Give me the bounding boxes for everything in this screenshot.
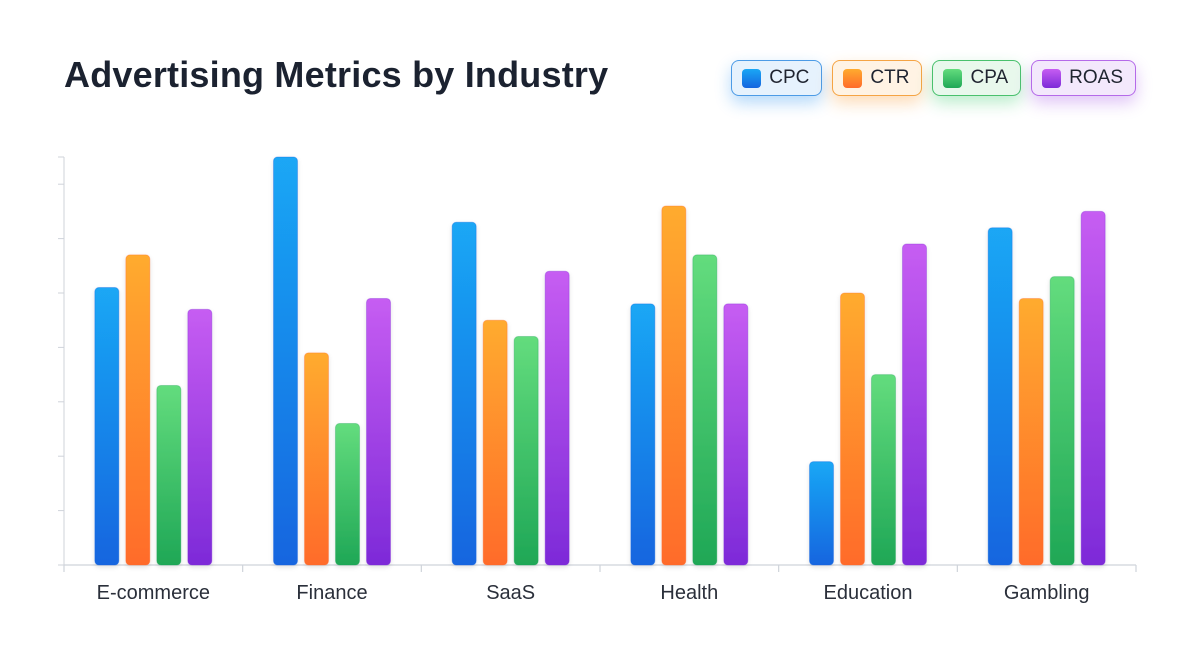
bar-cpa-health[interactable]	[692, 254, 718, 566]
bar-cpc-e-commerce[interactable]	[94, 287, 120, 566]
legend-item-roas[interactable]: ROAS	[1031, 60, 1136, 96]
x-axis-labels: E-commerce Finance SaaS Health Education Gamb…	[97, 582, 1090, 604]
bar-ctr-finance[interactable]	[304, 352, 329, 566]
bar-roas-finance[interactable]	[366, 297, 391, 566]
x-tick-label: E-commerce	[97, 582, 210, 604]
bar-cpc-saas[interactable]	[451, 221, 477, 566]
x-tick-label: SaaS	[486, 582, 535, 604]
x-tick-label: Gambling	[1004, 582, 1090, 604]
bar-cpc-gambling[interactable]	[987, 227, 1013, 566]
x-tick-label: Education	[824, 582, 913, 604]
bar-ctr-gambling[interactable]	[1018, 297, 1044, 566]
legend-label-roas: ROAS	[1069, 67, 1123, 88]
bar-ctr-health[interactable]	[661, 205, 687, 566]
chart-legend: CPC CTR CPA ROAS	[731, 60, 1136, 96]
bar-cpc-finance[interactable]	[273, 156, 298, 566]
bar-roas-gambling[interactable]	[1080, 210, 1106, 566]
x-tick-label: Finance	[296, 582, 367, 604]
bar-ctr-education[interactable]	[840, 292, 865, 566]
legend-swatch-roas	[1042, 68, 1062, 88]
chart-title: Advertising Metrics by Industry	[64, 54, 609, 95]
bar-roas-e-commerce[interactable]	[187, 308, 213, 566]
legend-swatch-cpc	[742, 68, 762, 88]
bar-roas-health[interactable]	[723, 303, 749, 566]
bar-roas-education[interactable]	[902, 243, 927, 566]
chart-axes	[58, 156, 1137, 572]
bar-ctr-e-commerce[interactable]	[125, 254, 151, 566]
legend-swatch-cpa	[943, 68, 963, 88]
x-tick-label: Health	[660, 582, 718, 604]
chart-bars	[94, 156, 1106, 566]
legend-item-ctr[interactable]: CTR	[832, 60, 923, 96]
bar-cpc-health[interactable]	[630, 303, 656, 566]
bar-cpa-e-commerce[interactable]	[156, 384, 182, 566]
bar-roas-saas[interactable]	[544, 270, 570, 566]
legend-item-cpa[interactable]: CPA	[932, 60, 1022, 96]
legend-swatch-ctr	[843, 68, 863, 88]
bar-cpa-finance[interactable]	[335, 423, 360, 566]
legend-item-cpc[interactable]: CPC	[731, 60, 823, 96]
legend-label-cpc: CPC	[769, 67, 810, 88]
bar-ctr-saas[interactable]	[482, 319, 508, 566]
bar-cpa-education[interactable]	[871, 374, 896, 566]
bar-cpc-education[interactable]	[809, 461, 834, 566]
bar-cpa-gambling[interactable]	[1049, 276, 1075, 566]
bar-cpa-saas[interactable]	[513, 336, 539, 566]
legend-label-ctr: CTR	[870, 67, 910, 88]
legend-label-cpa: CPA	[970, 67, 1009, 88]
